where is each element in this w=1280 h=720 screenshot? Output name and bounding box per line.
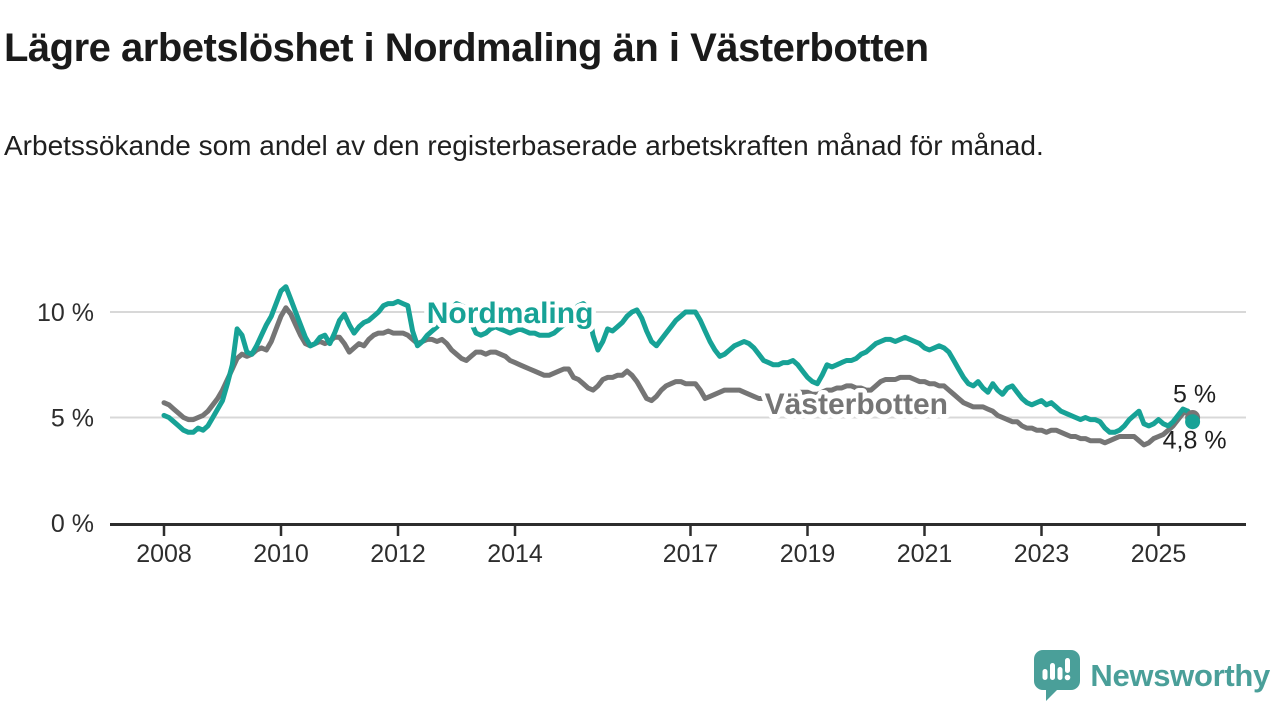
x-tick-label: 2014: [487, 540, 543, 568]
nordmaling-end-value-label: 4,8 %: [1163, 427, 1227, 455]
x-tick-label: 2017: [663, 540, 719, 568]
speech-bubble-shape: [1034, 650, 1081, 701]
nordmaling-series-label: Nordmaling: [427, 297, 594, 330]
page-title: Lägre arbetslöshet i Nordmaling än i Väs…: [4, 26, 929, 70]
y-tick-label: 10 %: [37, 299, 94, 327]
chart-subtitle: Arbetssökande som andel av den registerb…: [4, 130, 1044, 161]
chart-bubble-icon: [1034, 650, 1081, 701]
vasterbotten-line: [161, 305, 1196, 448]
bar-medium: [1057, 667, 1063, 680]
nordmaling-end-dot: [1185, 414, 1201, 430]
x-tick-label: 2008: [136, 540, 192, 568]
x-tick-label: 2023: [1014, 540, 1070, 568]
x-tick-label: 2010: [253, 540, 309, 568]
bar-small: [1042, 669, 1048, 680]
x-tick-label: 2012: [370, 540, 426, 568]
x-tick-label: 2025: [1131, 540, 1187, 568]
x-tick-label: 2021: [897, 540, 953, 568]
newsworthy-logo[interactable]: Newsworthy: [1034, 650, 1270, 702]
vasterbotten-series-label: Västerbotten: [765, 388, 948, 421]
nordmaling-line: [161, 284, 1196, 435]
bar-tall: [1050, 663, 1056, 680]
x-tick-label: 2019: [780, 540, 836, 568]
y-tick-label: 0 %: [51, 510, 94, 538]
vasterbotten-end-value-label: 5 %: [1173, 381, 1216, 409]
exclamation-dot: [1065, 674, 1071, 681]
newsworthy-logo-text: Newsworthy: [1090, 658, 1270, 693]
exclamation-bar: [1065, 658, 1071, 673]
y-tick-label: 5 %: [51, 405, 94, 433]
